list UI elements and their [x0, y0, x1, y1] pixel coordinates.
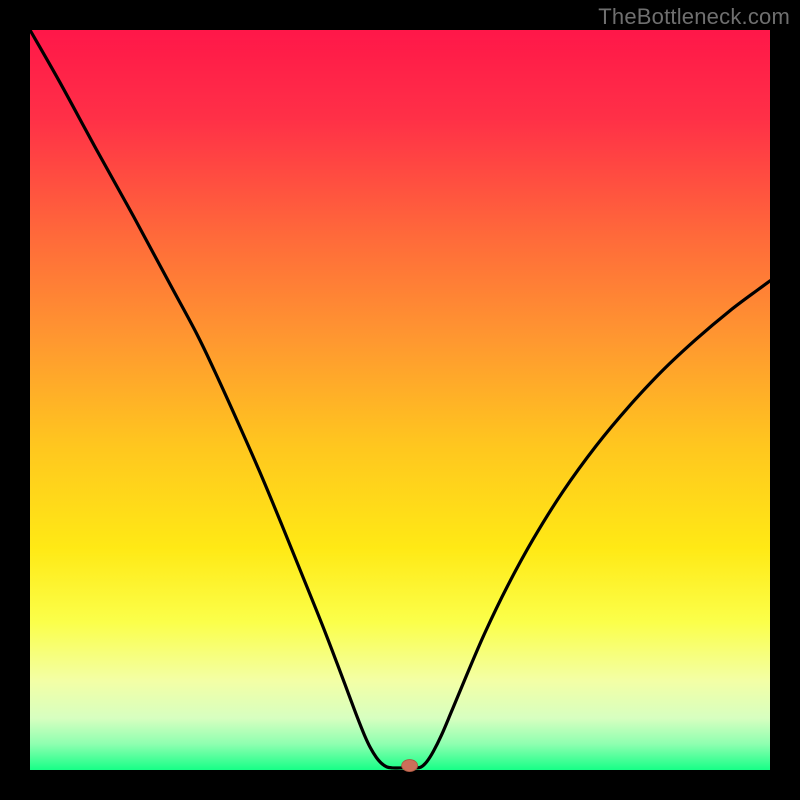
optimal-point-marker	[402, 760, 418, 772]
chart-canvas	[0, 0, 800, 800]
watermark-text: TheBottleneck.com	[598, 4, 790, 30]
bottleneck-chart: TheBottleneck.com	[0, 0, 800, 800]
gradient-background	[30, 30, 770, 770]
